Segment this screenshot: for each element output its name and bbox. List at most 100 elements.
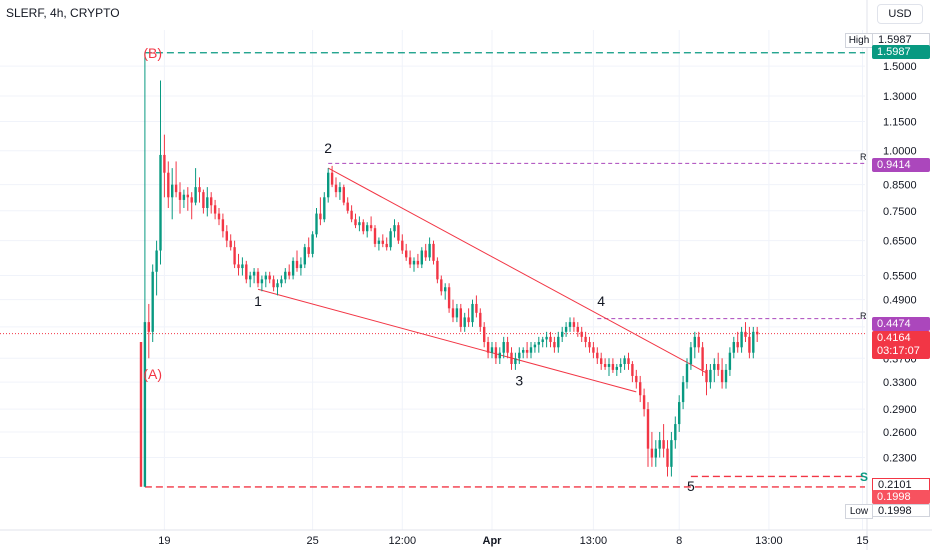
- candle: [744, 322, 747, 343]
- current-price-tag: 0.4164 03:17:07: [872, 331, 930, 359]
- candle-body: [147, 322, 150, 332]
- candle: [338, 182, 342, 200]
- candle-body: [420, 250, 423, 265]
- candle-body: [245, 264, 248, 280]
- candle-body: [408, 257, 412, 265]
- candle-body: [377, 240, 381, 244]
- candle-body: [159, 154, 162, 251]
- y-tick-label: 0.2900: [883, 404, 917, 416]
- candle-body: [483, 326, 486, 343]
- candle: [171, 168, 174, 220]
- candle-body: [393, 225, 396, 232]
- candle: [471, 299, 474, 327]
- candle: [249, 271, 252, 288]
- candle-body: [549, 336, 552, 343]
- candle-body: [299, 264, 303, 269]
- candle-body: [330, 172, 334, 185]
- x-tick-label: Apr: [483, 535, 503, 547]
- candle-body: [447, 287, 451, 309]
- candle: [186, 187, 189, 211]
- candle-body: [307, 247, 310, 254]
- candle-body: [280, 279, 283, 284]
- candle-body: [494, 347, 498, 359]
- candle-body: [350, 210, 353, 220]
- candle: [490, 342, 494, 359]
- candle: [385, 237, 388, 251]
- candle: [159, 80, 162, 265]
- horizontal-levels: [0, 52, 865, 488]
- candle: [416, 253, 420, 269]
- candle: [568, 317, 572, 332]
- candle-body: [428, 243, 431, 258]
- candle-body: [720, 369, 724, 383]
- candle-body: [611, 364, 615, 370]
- candle-body: [143, 322, 147, 487]
- candle: [475, 295, 478, 318]
- candle-body: [198, 187, 201, 193]
- candle: [689, 342, 693, 370]
- candle-body: [217, 213, 221, 220]
- candle: [607, 358, 611, 376]
- wave-label: (B): [143, 45, 162, 61]
- candle-body: [416, 260, 420, 265]
- candle: [155, 240, 158, 296]
- candle-body: [432, 243, 435, 261]
- wave-label: 3: [515, 372, 523, 388]
- candle: [724, 364, 728, 389]
- candle: [397, 222, 400, 244]
- candle-body: [639, 382, 642, 396]
- candle: [311, 231, 314, 258]
- candle: [740, 326, 743, 353]
- candle: [264, 271, 267, 288]
- candle-body: [233, 247, 236, 265]
- candle-body: [627, 358, 630, 365]
- candle-body: [268, 275, 271, 280]
- high-label: High: [845, 33, 873, 48]
- candle: [342, 184, 345, 206]
- wave-label: 5: [687, 478, 695, 494]
- candle: [151, 264, 154, 343]
- candle-body: [225, 231, 228, 241]
- candle: [635, 369, 638, 389]
- candle-body: [237, 264, 240, 269]
- candle: [198, 177, 201, 203]
- candle: [615, 364, 618, 376]
- candle: [420, 247, 423, 269]
- candle: [362, 219, 365, 235]
- candle: [537, 336, 540, 353]
- candle-body: [650, 448, 654, 458]
- wave-label: 2: [324, 140, 332, 156]
- candle-body: [405, 250, 408, 258]
- y-axis[interactable]: 1.5000 1.3000 1.1500 1.0000 0.8500 0.7500 0.65…: [883, 61, 917, 464]
- currency-button[interactable]: USD: [877, 4, 923, 24]
- candle-body: [471, 303, 474, 323]
- candle: [627, 352, 630, 370]
- wave-label: 1: [254, 293, 262, 309]
- candle: [522, 347, 525, 359]
- candle: [389, 228, 392, 251]
- candle-body: [362, 222, 365, 232]
- candle: [736, 331, 739, 353]
- candle-body: [369, 225, 373, 229]
- candle-body: [631, 364, 634, 376]
- candle-body: [412, 260, 416, 265]
- candle: [221, 213, 225, 238]
- candle-body: [596, 352, 599, 359]
- candle-body: [139, 342, 143, 487]
- candle-body: [221, 219, 225, 232]
- candle: [288, 264, 291, 280]
- candle-body: [167, 172, 170, 198]
- candle: [619, 358, 622, 373]
- y-tick-label: 0.2300: [883, 453, 917, 465]
- low-price-tag: 0.1998: [872, 490, 930, 504]
- candle-body: [529, 347, 533, 353]
- candle-body: [701, 347, 704, 370]
- candle: [252, 268, 256, 284]
- y-tick-label: 0.5500: [883, 271, 917, 283]
- candle-body: [635, 375, 638, 383]
- resistance-marker-1: R: [860, 152, 867, 162]
- candle: [202, 189, 205, 214]
- candle-body: [537, 342, 540, 345]
